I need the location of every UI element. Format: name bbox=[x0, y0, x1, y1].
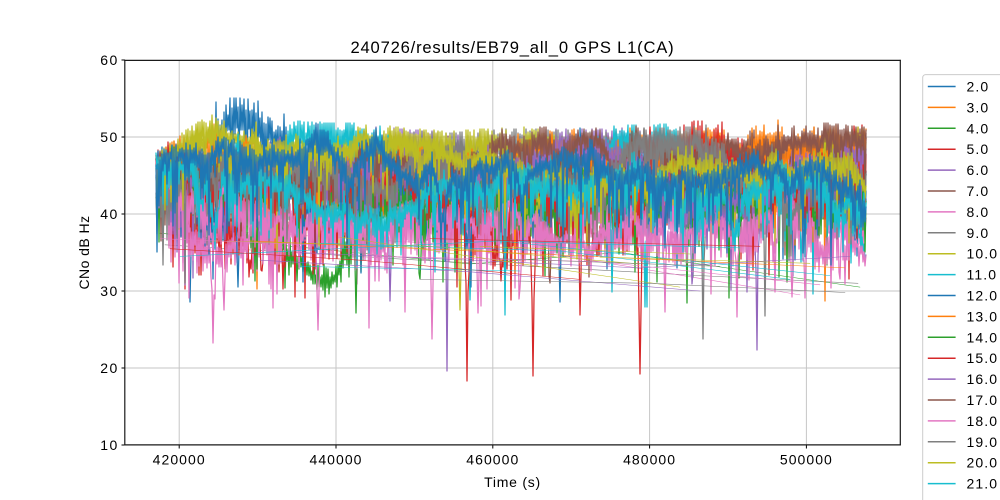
svg-text:420000: 420000 bbox=[153, 452, 206, 468]
svg-text:440000: 440000 bbox=[309, 452, 362, 468]
svg-text:480000: 480000 bbox=[623, 452, 676, 468]
svg-text:4.0: 4.0 bbox=[967, 120, 990, 136]
svg-text:9.0: 9.0 bbox=[967, 225, 990, 241]
svg-text:CNo dB Hz: CNo dB Hz bbox=[76, 215, 92, 289]
svg-text:16.0: 16.0 bbox=[967, 371, 999, 387]
svg-text:6.0: 6.0 bbox=[967, 162, 990, 178]
svg-text:21.0: 21.0 bbox=[967, 476, 999, 492]
svg-text:15.0: 15.0 bbox=[967, 350, 999, 366]
svg-text:22.0: 22.0 bbox=[967, 497, 999, 500]
svg-text:11.0: 11.0 bbox=[967, 267, 998, 283]
svg-text:Time (s): Time (s) bbox=[484, 474, 541, 490]
svg-text:60: 60 bbox=[100, 52, 119, 68]
svg-text:17.0: 17.0 bbox=[967, 392, 999, 408]
svg-text:460000: 460000 bbox=[466, 452, 519, 468]
svg-text:18.0: 18.0 bbox=[967, 413, 999, 429]
svg-text:8.0: 8.0 bbox=[967, 204, 990, 220]
svg-text:13.0: 13.0 bbox=[967, 308, 999, 324]
svg-text:40: 40 bbox=[100, 206, 119, 222]
svg-text:240726/results/EB79_all_0 GPS: 240726/results/EB79_all_0 GPS L1(CA) bbox=[351, 38, 675, 57]
svg-text:20.0: 20.0 bbox=[967, 455, 999, 471]
svg-text:2.0: 2.0 bbox=[967, 79, 990, 95]
svg-text:30: 30 bbox=[100, 283, 119, 299]
svg-text:12.0: 12.0 bbox=[967, 288, 999, 304]
svg-text:10: 10 bbox=[100, 437, 119, 453]
svg-text:3.0: 3.0 bbox=[967, 99, 990, 115]
svg-text:5.0: 5.0 bbox=[967, 141, 990, 157]
svg-text:7.0: 7.0 bbox=[967, 183, 990, 199]
svg-text:14.0: 14.0 bbox=[967, 329, 999, 345]
svg-text:10.0: 10.0 bbox=[967, 246, 999, 262]
svg-text:50: 50 bbox=[100, 129, 119, 145]
svg-text:19.0: 19.0 bbox=[967, 434, 999, 450]
svg-text:20: 20 bbox=[100, 360, 119, 376]
svg-text:500000: 500000 bbox=[780, 452, 833, 468]
